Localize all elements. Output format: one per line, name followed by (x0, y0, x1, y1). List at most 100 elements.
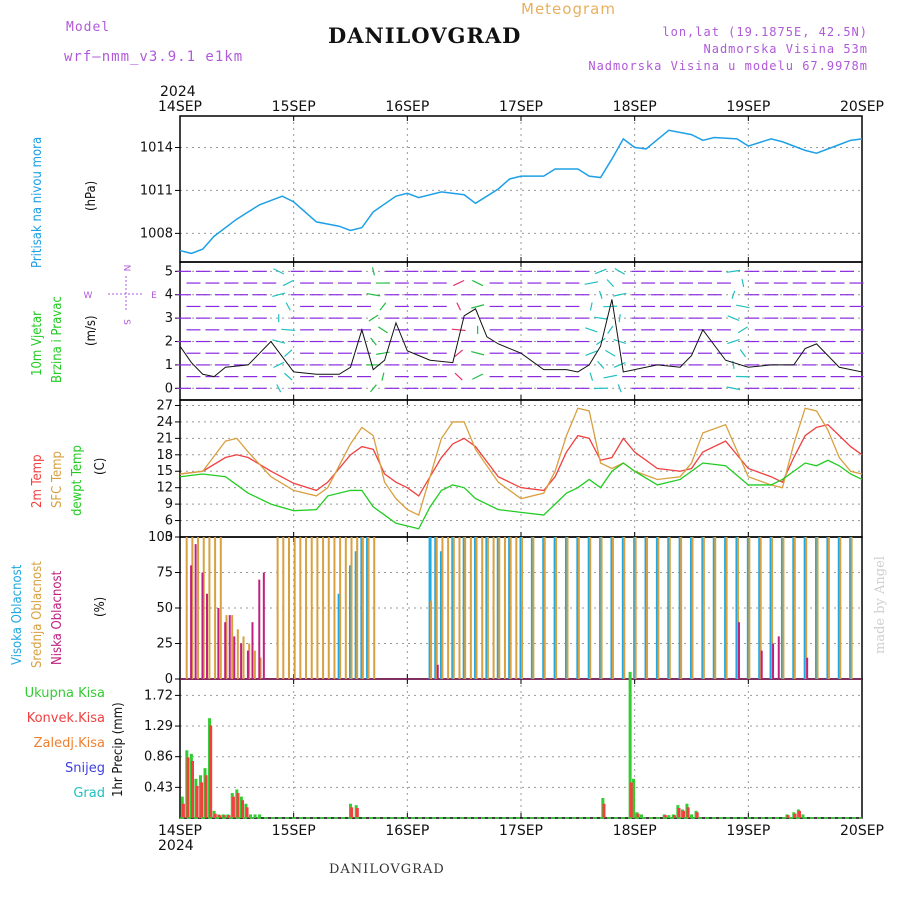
ytick-label: 0 (165, 672, 173, 687)
wind-arrow (456, 302, 462, 311)
precip-conv-bar (682, 810, 686, 818)
precip-total-bar (253, 814, 257, 818)
wind-arrow (370, 384, 377, 393)
ytick-label: 1011 (140, 183, 173, 198)
precip-conv-bar (245, 807, 249, 818)
wind-arrow (605, 349, 616, 357)
wind-arrow (618, 314, 621, 323)
wind-arrow (454, 349, 464, 357)
precip-conv-bar (204, 775, 208, 818)
cloud-series-1 (185, 537, 853, 679)
wind-arrow (283, 372, 293, 381)
ytick-label: 1.72 (144, 688, 173, 703)
precip-conv-bar (677, 808, 681, 818)
xtick-label-top: 15SEP (272, 99, 316, 115)
xtick-label-bottom: 18SEP (613, 823, 657, 839)
panel-pressure: 1014 1011 1008 (140, 115, 863, 263)
wind-arrow (379, 302, 387, 311)
wind-arrow (284, 349, 293, 358)
wind-arrow (472, 279, 484, 287)
precip-conv-bar (227, 815, 231, 818)
ytick-label: 100 (148, 530, 173, 545)
wind-arrow (596, 337, 606, 346)
precip-total-bar (690, 814, 693, 818)
ytick-label: 75 (156, 566, 173, 581)
precip-conv-bar (797, 810, 801, 818)
model-elevation-label: Nadmorska Visina u modelu 67.9978m (588, 59, 868, 73)
ytick-label: 50 (156, 601, 173, 616)
wind-arrow (371, 267, 375, 276)
precip-label-total: Ukupna Kisa (24, 686, 105, 701)
wind-arrow (727, 338, 740, 345)
precip-total-bar (639, 814, 643, 818)
xtick-label-top: 17SEP (499, 99, 543, 115)
wind-arrow (276, 384, 282, 393)
precip-label-conv: Konvek.Kisa (26, 711, 105, 726)
precip-series-0 (180, 671, 805, 818)
wind-arrow (589, 372, 594, 381)
precip-conv-bar (195, 785, 199, 818)
wind-arrow (613, 339, 627, 345)
wind-arrow (377, 326, 388, 334)
compass-w: W (84, 291, 93, 301)
wind-arrow (471, 350, 485, 356)
ytick-label: 3 (165, 311, 173, 326)
precip-total-bar (258, 814, 262, 818)
xtick-label-top: 20SEP (840, 99, 884, 115)
xtick-label-bottom: 19SEP (726, 823, 770, 839)
wind-arrow (585, 327, 598, 333)
ytick-label: 1.29 (144, 719, 173, 734)
precip-label-snow: Snijeg (65, 761, 105, 776)
ytick-label: 27 (156, 398, 173, 413)
temp-dewpt-line (179, 459, 863, 530)
footer-station: DANILOVGRAD (329, 862, 445, 877)
ytick-label: 15 (156, 464, 173, 479)
wind-arrow (613, 361, 626, 368)
precip-conv-bar (350, 807, 354, 818)
precip-label-frozen: Zaledj.Kisa (33, 736, 105, 751)
meteogram-label: Meteogram (521, 0, 616, 18)
precip-conv-bar (686, 807, 690, 818)
wind-arrow (370, 337, 377, 346)
lonlat-label: lon,lat (19.1875E, 42.5N) (662, 25, 868, 39)
ytick-label: 12 (156, 481, 173, 496)
ytick-label: 6 (165, 514, 173, 529)
xtick-label-bottom: 15SEP (272, 823, 316, 839)
wind-arrow (376, 351, 390, 355)
precip-conv-bar (672, 815, 676, 818)
precip-total-bar (248, 814, 252, 818)
wind-arrow (606, 279, 614, 287)
precip-conv-bar (222, 815, 226, 818)
precip-conv-bar (218, 815, 222, 818)
ytick-label: 4 (165, 288, 173, 303)
wind-arrow (381, 372, 385, 381)
wind-arrow (617, 384, 622, 393)
wind-arrow (739, 349, 747, 358)
compass-s: S (121, 319, 131, 325)
precip-conv-bar (181, 803, 185, 818)
wind-arrow (454, 372, 463, 381)
precip-total-bar (628, 671, 632, 818)
ytick-label: 0.86 (144, 750, 173, 765)
xtick-label-top: 18SEP (613, 99, 657, 115)
model-label: Model (66, 20, 111, 35)
cloud-series-2 (190, 544, 809, 679)
precip-conv-bar (793, 813, 797, 818)
precip-conv-bar (355, 808, 359, 818)
wind-arrow (368, 314, 379, 322)
wind-arrow (598, 290, 603, 299)
ytick-label: 1 (165, 358, 173, 373)
precip-conv-bar (786, 815, 790, 818)
wind-arrow (281, 328, 296, 331)
pressure-line (179, 129, 863, 255)
xtick-label-bottom: 14SEP (158, 823, 202, 839)
wind-arrow (727, 315, 740, 322)
precip-total-bar (667, 815, 671, 818)
ytick-label: 1014 (140, 140, 173, 155)
wind-arrow (589, 302, 593, 311)
wind-arrow (737, 326, 748, 334)
wind-arrow (584, 281, 599, 285)
wind-arrow (607, 325, 614, 334)
ytick-label: 0 (165, 381, 173, 396)
precip-conv-bar (629, 782, 633, 818)
